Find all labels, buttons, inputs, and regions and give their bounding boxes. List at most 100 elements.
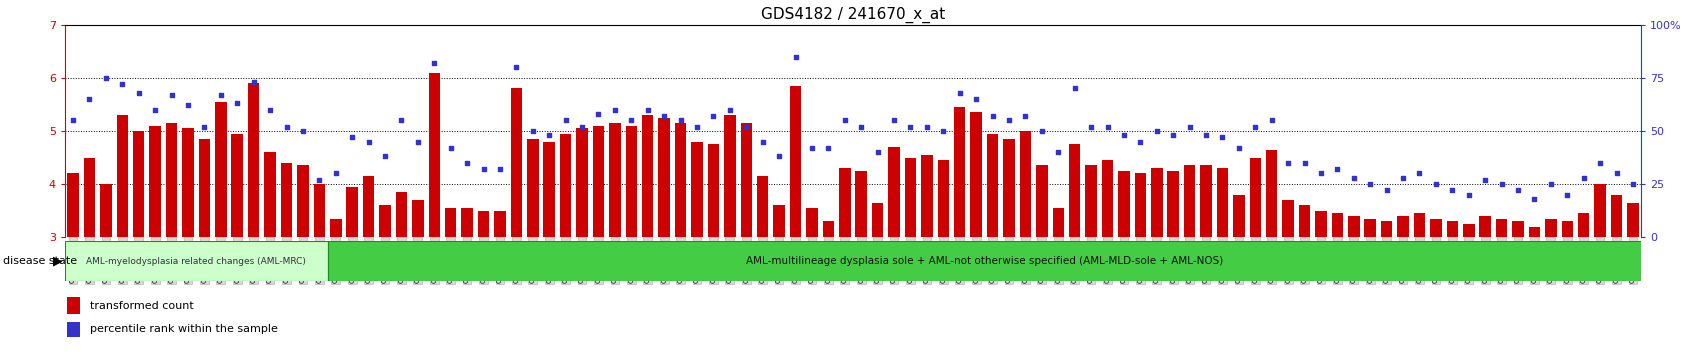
Bar xyxy=(396,192,407,237)
Bar xyxy=(1166,171,1178,237)
Point xyxy=(273,124,300,130)
Bar xyxy=(888,147,899,237)
Bar xyxy=(723,115,735,237)
Bar xyxy=(1413,213,1424,237)
Bar xyxy=(1577,213,1589,237)
Point xyxy=(1388,175,1415,181)
Point xyxy=(1110,132,1137,138)
Point xyxy=(650,113,677,119)
Point xyxy=(1586,160,1613,166)
Bar xyxy=(494,211,505,237)
Bar xyxy=(150,126,160,237)
Point xyxy=(223,101,251,106)
Point xyxy=(1078,124,1105,130)
Point xyxy=(1422,181,1449,187)
Point xyxy=(1241,124,1269,130)
Bar xyxy=(1463,224,1473,237)
Bar xyxy=(708,144,720,237)
Point xyxy=(716,107,743,113)
Point xyxy=(1373,188,1400,193)
Bar xyxy=(182,128,194,237)
Bar xyxy=(1069,144,1079,237)
Bar xyxy=(921,155,933,237)
Point xyxy=(174,103,201,108)
Bar xyxy=(772,205,784,237)
Bar xyxy=(116,115,128,237)
Point xyxy=(454,160,481,166)
Point xyxy=(256,107,283,113)
Bar xyxy=(346,187,358,237)
Point xyxy=(863,149,890,155)
Bar xyxy=(1446,221,1458,237)
Point xyxy=(815,145,842,151)
Point xyxy=(109,81,136,87)
Bar xyxy=(66,173,78,237)
Bar xyxy=(247,83,259,237)
Point xyxy=(912,124,939,130)
Bar xyxy=(1495,218,1507,237)
Text: ▶: ▶ xyxy=(53,255,63,268)
Point xyxy=(1209,135,1236,140)
Bar xyxy=(1003,139,1014,237)
Bar xyxy=(904,158,916,237)
Bar xyxy=(806,208,817,237)
Point xyxy=(962,96,989,102)
Text: percentile rank within the sample: percentile rank within the sample xyxy=(90,324,278,334)
Point xyxy=(766,154,793,159)
Point xyxy=(486,166,513,172)
Bar xyxy=(1396,216,1408,237)
Bar xyxy=(691,142,702,237)
Point xyxy=(469,166,496,172)
Bar xyxy=(1200,165,1211,237)
Bar xyxy=(1020,131,1030,237)
Point xyxy=(124,90,152,96)
Bar xyxy=(822,221,834,237)
Bar xyxy=(510,88,522,237)
Point xyxy=(60,118,87,123)
Point xyxy=(798,145,825,151)
Bar xyxy=(527,139,539,237)
Bar xyxy=(477,211,489,237)
Point xyxy=(1487,181,1514,187)
Point xyxy=(92,75,119,81)
Point xyxy=(1125,139,1153,144)
Bar xyxy=(658,118,670,237)
Point xyxy=(1519,196,1546,202)
Point xyxy=(748,139,776,144)
Bar xyxy=(626,126,636,237)
Bar xyxy=(232,133,242,237)
Point xyxy=(1471,177,1499,183)
Bar xyxy=(592,126,604,237)
Bar xyxy=(675,123,685,237)
Point xyxy=(1355,181,1383,187)
Bar xyxy=(559,133,571,237)
Point xyxy=(1536,181,1563,187)
Bar xyxy=(871,202,883,237)
Point xyxy=(994,118,1021,123)
Point xyxy=(290,128,317,134)
Point xyxy=(355,139,382,144)
Point xyxy=(1603,171,1630,176)
Point xyxy=(1142,128,1170,134)
Title: GDS4182 / 241670_x_at: GDS4182 / 241670_x_at xyxy=(760,7,945,23)
Point xyxy=(518,128,546,134)
Point xyxy=(880,118,907,123)
Bar xyxy=(1151,168,1161,237)
Point xyxy=(421,60,448,66)
Bar xyxy=(789,86,801,237)
Bar xyxy=(428,73,440,237)
Bar xyxy=(1117,171,1129,237)
Point xyxy=(1306,171,1333,176)
Bar xyxy=(84,158,95,237)
Bar xyxy=(576,128,588,237)
Point xyxy=(1553,192,1581,198)
Bar xyxy=(1627,202,1639,237)
Bar xyxy=(609,123,621,237)
Bar xyxy=(1233,195,1245,237)
Bar xyxy=(1315,211,1326,237)
Bar xyxy=(641,115,653,237)
Bar xyxy=(297,165,309,237)
Bar xyxy=(1560,221,1572,237)
Point xyxy=(667,118,694,123)
Point xyxy=(1192,132,1219,138)
